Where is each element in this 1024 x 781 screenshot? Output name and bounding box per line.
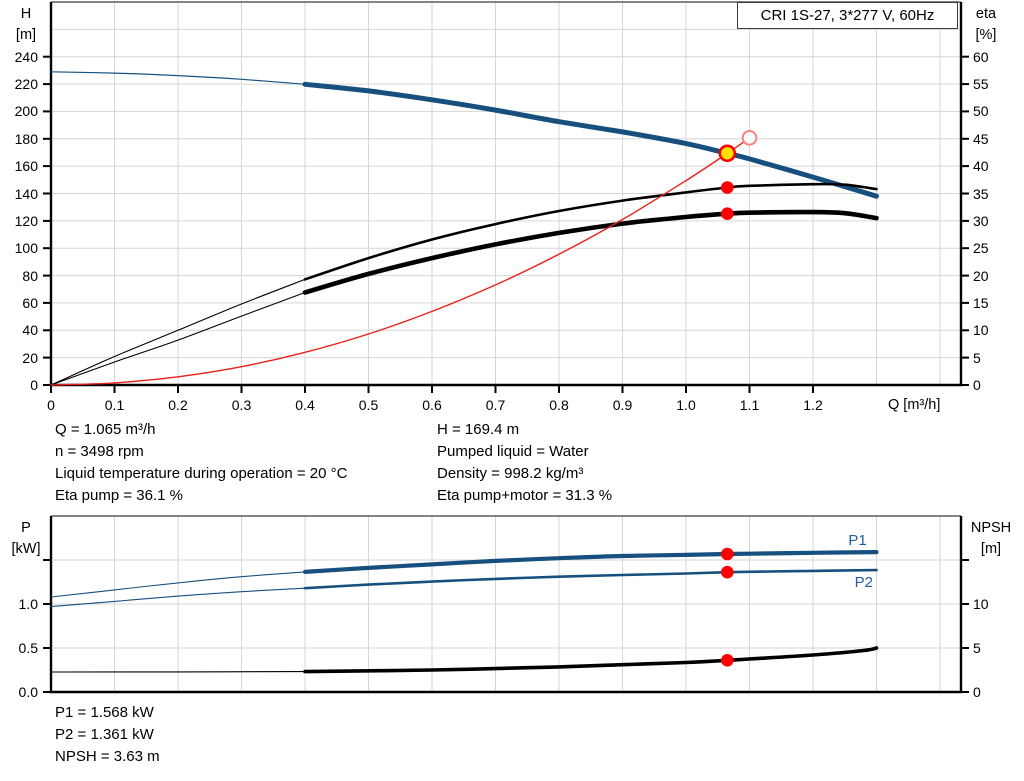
curve-label-p1: P1	[848, 531, 867, 549]
info-line: Eta pump+motor = 31.3 %	[437, 487, 613, 504]
x-tick-label: 0.6	[422, 397, 442, 413]
p-axis-caption-line2: [kW]	[11, 541, 41, 557]
info-line: NPSH = 3.63 m	[55, 748, 160, 765]
y-right-tick-label: 5	[973, 349, 981, 366]
y-right-tick-label: 60	[973, 48, 989, 65]
y-left-tick-label: 20	[22, 349, 38, 366]
eta-pump-curve	[303, 182, 878, 281]
p2-operating-dot	[721, 565, 734, 579]
p2-curve	[50, 587, 306, 608]
q-axis-label: Q [m³/h]	[888, 397, 941, 413]
y-right-tick-label: 55	[973, 76, 989, 93]
duty-point	[718, 144, 737, 163]
info-line: Eta pump = 36.1 %	[55, 487, 183, 504]
npsh-curve	[303, 646, 879, 674]
y-left-tick-label: 0.5	[18, 640, 38, 656]
y-right-tick-label: 40	[973, 158, 989, 175]
npsh-axis-caption-line1: NPSH	[970, 520, 1012, 536]
npsh-operating-dot	[721, 654, 734, 667]
y-left-tick-label: 180	[14, 130, 38, 147]
eta-pump-curve	[50, 278, 306, 386]
p1-curve	[302, 550, 879, 574]
y-left-tick-label: 0.0	[18, 684, 38, 700]
eta-pump-motor-curve	[50, 291, 306, 386]
y-right-tick-label: 35	[973, 185, 989, 202]
x-tick-label: 0.9	[612, 397, 633, 413]
h-axis-caption-line2: [m]	[15, 27, 37, 43]
head-curve	[302, 81, 879, 199]
y-right-tick-label: 45	[973, 130, 989, 147]
x-tick-label: 0.8	[549, 397, 569, 413]
p-axis-caption-line1: P	[21, 520, 31, 536]
curve-label-p2: P2	[854, 573, 873, 591]
info-block-bottom: P1 = 1.568 kW P2 = 1.361 kW NPSH = 3.63 m	[55, 702, 160, 768]
y-left-tick-label: 100	[14, 240, 38, 257]
info-line: Pumped liquid = Water	[437, 443, 589, 460]
h-axis-caption-line1: H	[20, 6, 32, 22]
y-right-tick-label: 10	[973, 322, 989, 339]
system-curve	[50, 137, 751, 386]
x-tick-label: 1.1	[739, 397, 760, 413]
y-left-tick-label: 1.0	[18, 596, 38, 612]
y-left-tick-label: 200	[14, 103, 38, 120]
info-line: P1 = 1.568 kW	[55, 704, 154, 721]
x-tick-label: 0.1	[104, 397, 125, 413]
y-left-tick-label: 160	[14, 158, 38, 175]
h-axis-caption: H [m]	[3, 4, 49, 46]
p2-curve	[303, 568, 878, 590]
p1-operating-dot	[721, 547, 734, 561]
y-left-tick-label: 220	[14, 76, 38, 93]
x-tick-label: 0.3	[231, 397, 252, 413]
y-right-tick-label: 0	[973, 377, 981, 393]
info-block-left: Q = 1.065 m³/h n = 3498 rpm Liquid tempera…	[55, 419, 347, 507]
y-right-tick-label: 30	[973, 212, 989, 229]
info-line: Density = 998.2 kg/m³	[437, 465, 584, 482]
y-left-tick-label: 60	[22, 294, 38, 311]
info-line: H = 169.4 m	[437, 421, 520, 438]
eta-pump-motor-operating-dot	[721, 207, 734, 220]
x-tick-label: 1.2	[803, 397, 823, 413]
eta-axis-caption-line2: [%]	[975, 27, 997, 43]
x-tick-label: 0.5	[358, 397, 379, 413]
y-left-tick-label: 140	[14, 185, 38, 202]
info-line: P2 = 1.361 kW	[55, 726, 154, 743]
x-tick-label: 1.0	[676, 397, 696, 413]
eta-axis-caption-line1: eta	[975, 6, 997, 22]
y-left-tick-label: 40	[22, 322, 38, 339]
y-left-tick-label: 80	[22, 267, 38, 284]
y-left-tick-label: 240	[14, 48, 38, 65]
eta-pump-motor-curve	[302, 209, 879, 295]
y-right-tick-label: 25	[973, 240, 989, 257]
y-right-tick-label: 50	[973, 103, 989, 120]
y-left-tick-label: 120	[14, 212, 38, 229]
y-right-tick-label: 5	[973, 640, 981, 656]
x-tick-label: 0.2	[168, 397, 188, 413]
x-tick-label: 0.7	[485, 397, 506, 413]
info-line: Q = 1.065 m³/h	[55, 421, 156, 438]
npsh-axis-caption: NPSH [m]	[962, 518, 1020, 560]
p-axis-caption: P [kW]	[1, 518, 51, 560]
npsh-axis-caption-line2: [m]	[980, 541, 1002, 557]
y-right-tick-label: 0	[973, 684, 981, 700]
eta-pump-operating-dot	[721, 181, 734, 194]
y-right-tick-label: 20	[973, 267, 989, 284]
x-tick-label: 0	[47, 397, 55, 413]
p1-curve	[50, 571, 306, 598]
info-line: Liquid temperature during operation = 20…	[55, 465, 348, 482]
y-right-tick-label: 10	[973, 596, 989, 612]
eta-axis-caption: eta [%]	[962, 4, 1010, 46]
info-line: n = 3498 rpm	[55, 443, 144, 460]
projected-point	[741, 130, 758, 146]
y-right-tick-label: 15	[973, 294, 989, 311]
info-block-right: H = 169.4 m Pumped liquid = Water Density …	[437, 419, 612, 507]
x-tick-label: 0.4	[295, 397, 315, 413]
y-left-tick-label: 0	[30, 377, 38, 393]
pump-title-box: CRI 1S-27, 3*277 V, 60Hz	[737, 2, 958, 29]
head-curve	[50, 71, 306, 85]
